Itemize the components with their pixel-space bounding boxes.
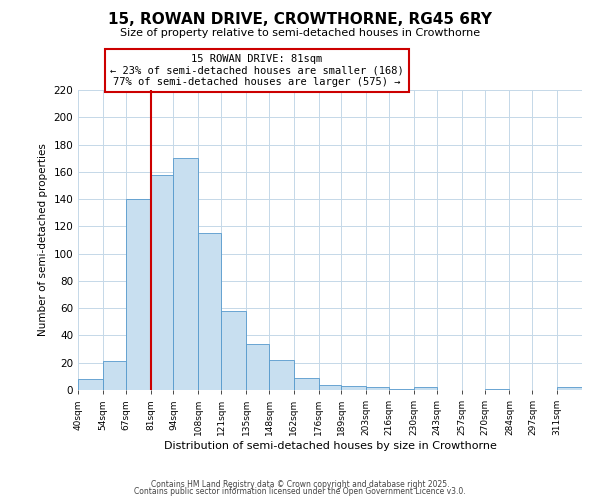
Text: 15 ROWAN DRIVE: 81sqm
← 23% of semi-detached houses are smaller (168)
77% of sem: 15 ROWAN DRIVE: 81sqm ← 23% of semi-deta… [110, 54, 403, 87]
Bar [319, 384, 341, 390]
Bar [557, 388, 582, 390]
Text: Contains public sector information licensed under the Open Government Licence v3: Contains public sector information licen… [134, 487, 466, 496]
Text: Contains HM Land Registry data © Crown copyright and database right 2025.: Contains HM Land Registry data © Crown c… [151, 480, 449, 489]
Bar [126, 199, 151, 390]
Bar [221, 311, 246, 390]
Bar [341, 386, 366, 390]
Bar [414, 388, 437, 390]
Bar [485, 388, 509, 390]
Text: 15, ROWAN DRIVE, CROWTHORNE, RG45 6RY: 15, ROWAN DRIVE, CROWTHORNE, RG45 6RY [108, 12, 492, 28]
Bar [103, 362, 126, 390]
Bar [151, 174, 173, 390]
Bar [366, 388, 389, 390]
Bar [389, 388, 414, 390]
Bar [198, 233, 221, 390]
Bar [294, 378, 319, 390]
Bar [269, 360, 294, 390]
Bar [173, 158, 198, 390]
Text: Size of property relative to semi-detached houses in Crowthorne: Size of property relative to semi-detach… [120, 28, 480, 38]
X-axis label: Distribution of semi-detached houses by size in Crowthorne: Distribution of semi-detached houses by … [164, 441, 496, 451]
Y-axis label: Number of semi-detached properties: Number of semi-detached properties [38, 144, 48, 336]
Bar [246, 344, 269, 390]
Bar [78, 379, 103, 390]
